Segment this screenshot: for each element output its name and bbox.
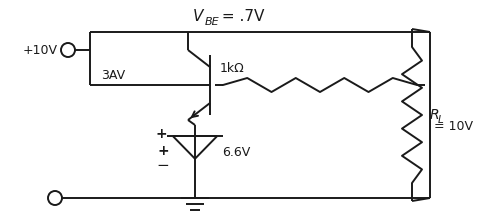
Text: V: V [193, 9, 204, 24]
Text: = 10V: = 10V [430, 121, 473, 134]
Text: +: + [157, 144, 169, 158]
Text: −: − [157, 157, 169, 172]
Text: 6.6V: 6.6V [222, 146, 250, 159]
Text: L: L [438, 115, 444, 125]
Text: = .7V: = .7V [217, 9, 264, 24]
Text: 3AV: 3AV [101, 69, 125, 82]
Text: 1kΩ: 1kΩ [220, 62, 245, 75]
Text: +: + [155, 127, 167, 141]
Text: R: R [430, 108, 440, 122]
Text: BE: BE [205, 17, 220, 27]
Text: +10V: +10V [23, 43, 58, 56]
